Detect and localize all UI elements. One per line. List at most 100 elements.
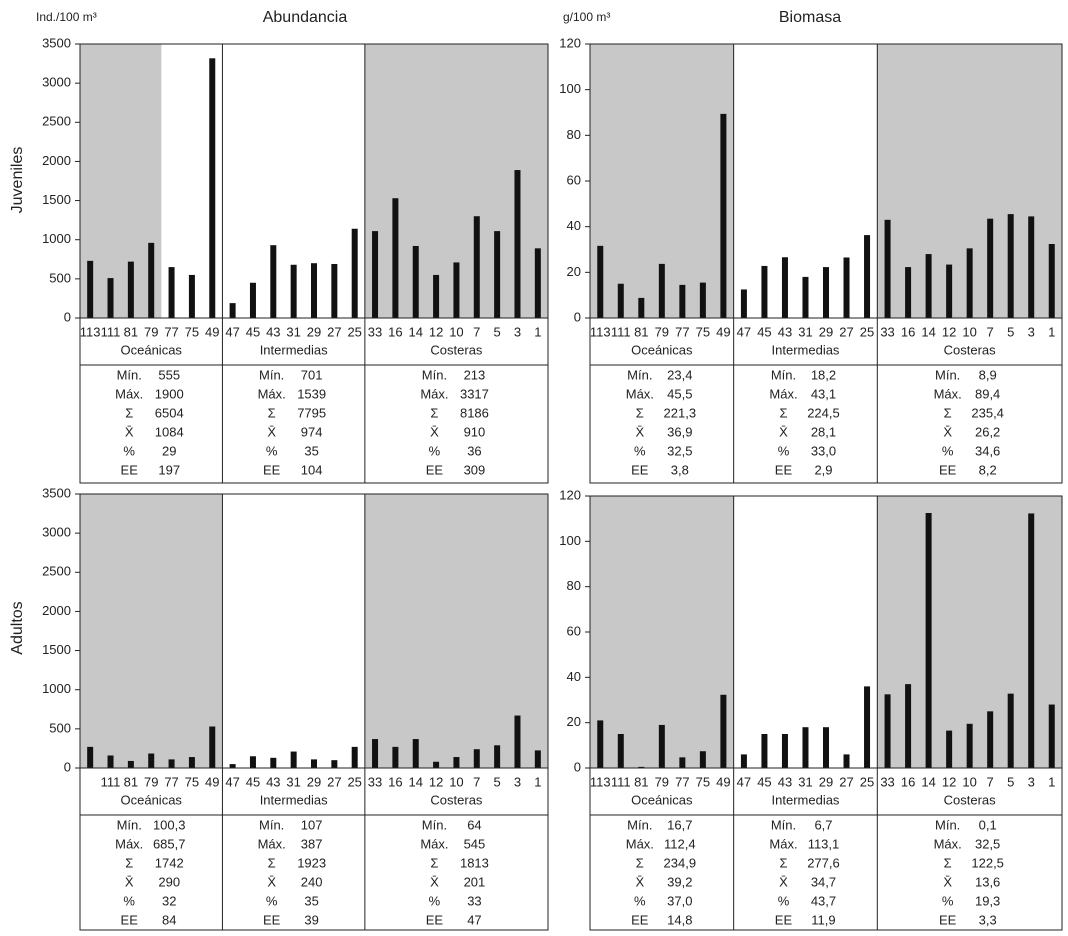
region-background: [856, 44, 878, 318]
region-background: [610, 496, 632, 768]
x-tick-label: 3: [514, 324, 521, 339]
stat-value: 26,2: [975, 424, 1000, 439]
region-background: [631, 496, 653, 768]
region-background: [815, 496, 837, 768]
stat-label: Máx.: [420, 836, 448, 851]
stat-label: Σ: [125, 405, 133, 420]
y-tick-label: 500: [49, 270, 71, 285]
bar: [351, 228, 358, 318]
group-label: Intermedias: [772, 792, 840, 807]
stat-label: Máx.: [769, 836, 797, 851]
stat-value: 37,0: [667, 893, 692, 908]
stat-value: 545: [464, 836, 486, 851]
x-tick-label: 14: [921, 324, 935, 339]
y-tick-label: 0: [64, 309, 71, 324]
bar: [148, 753, 155, 768]
region-background: [141, 494, 162, 768]
bar: [290, 751, 297, 768]
stat-value: 8,2: [979, 462, 997, 477]
bar: [1048, 704, 1055, 768]
region-background: [672, 496, 694, 768]
bar: [270, 245, 277, 318]
x-tick-label: 47: [737, 324, 751, 339]
x-tick-label: 49: [205, 324, 219, 339]
stat-label: Σ: [636, 855, 644, 870]
region-background: [918, 44, 940, 318]
stat-value: 1742: [155, 855, 184, 870]
stat-label: Σ: [125, 855, 133, 870]
stat-value: 34,6: [975, 443, 1000, 458]
bar: [127, 261, 134, 318]
bar: [699, 751, 706, 768]
bar: [290, 264, 297, 318]
stat-label: Máx.: [934, 386, 962, 401]
stat-label: %: [266, 893, 278, 908]
x-tick-label: 12: [942, 324, 956, 339]
stat-value: 0,1: [979, 817, 997, 832]
x-tick-label: 7: [987, 324, 994, 339]
x-tick-label: 16: [388, 774, 402, 789]
bar: [514, 170, 521, 318]
stat-value: 39: [304, 912, 318, 927]
stat-label: EE: [939, 912, 957, 927]
x-tick-label: 10: [449, 774, 463, 789]
x-tick-label: 10: [962, 324, 976, 339]
bar: [699, 282, 706, 318]
group-label: Intermedias: [772, 342, 840, 357]
x-tick-label: 5: [1007, 324, 1014, 339]
stat-value: 19,3: [975, 893, 1000, 908]
bar: [1028, 216, 1035, 318]
region-background: [733, 44, 755, 318]
region-background: [425, 494, 447, 768]
stat-label: EE: [939, 462, 957, 477]
stat-label: Mín.: [259, 367, 284, 382]
region-background: [80, 44, 101, 318]
y-tick-label: 100: [559, 81, 581, 96]
x-tick-label: 45: [757, 324, 771, 339]
stat-value: 309: [464, 462, 486, 477]
stat-value: 235,4: [971, 405, 1004, 420]
group-label: Oceánicas: [631, 792, 693, 807]
y-tick-label: 20: [567, 714, 581, 729]
bar: [188, 274, 195, 318]
region-background: [733, 496, 755, 768]
bar: [494, 745, 501, 768]
bar: [864, 686, 871, 768]
stat-label: Máx.: [258, 836, 286, 851]
bar: [249, 282, 256, 318]
stat-label: Mín.: [627, 817, 652, 832]
region-background: [100, 44, 122, 318]
bar: [966, 723, 973, 768]
region-background: [1000, 44, 1022, 318]
stat-label: Σ: [779, 405, 787, 420]
x-tick-label: 43: [778, 774, 792, 789]
bar: [87, 260, 94, 318]
group-label: Costeras: [944, 342, 997, 357]
bar: [802, 276, 809, 318]
stat-value: 3,8: [671, 462, 689, 477]
row-label: Adultos: [9, 601, 26, 654]
stat-value: 6504: [155, 405, 184, 420]
region-background: [651, 496, 673, 768]
bar: [802, 727, 809, 768]
y-tick-label: 1000: [42, 681, 71, 696]
bar: [843, 754, 850, 768]
bar: [127, 760, 134, 768]
stat-value: 910: [464, 424, 486, 439]
stat-label: %: [429, 893, 441, 908]
stat-label: %: [266, 443, 278, 458]
x-tick-label: 10: [962, 774, 976, 789]
y-tick-label: 3000: [42, 525, 71, 540]
stat-label: X̄: [267, 874, 276, 889]
y-tick-label: 2000: [42, 153, 71, 168]
bar: [372, 739, 379, 768]
region-background: [324, 44, 346, 318]
bar: [720, 113, 727, 319]
bar: [331, 263, 338, 318]
bar: [987, 711, 994, 768]
stat-label: X̄: [430, 874, 439, 889]
stat-value: 8,9: [979, 367, 997, 382]
stat-value: 2,9: [814, 462, 832, 477]
y-tick-label: 0: [574, 759, 581, 774]
y-tick-label: 40: [567, 669, 581, 684]
